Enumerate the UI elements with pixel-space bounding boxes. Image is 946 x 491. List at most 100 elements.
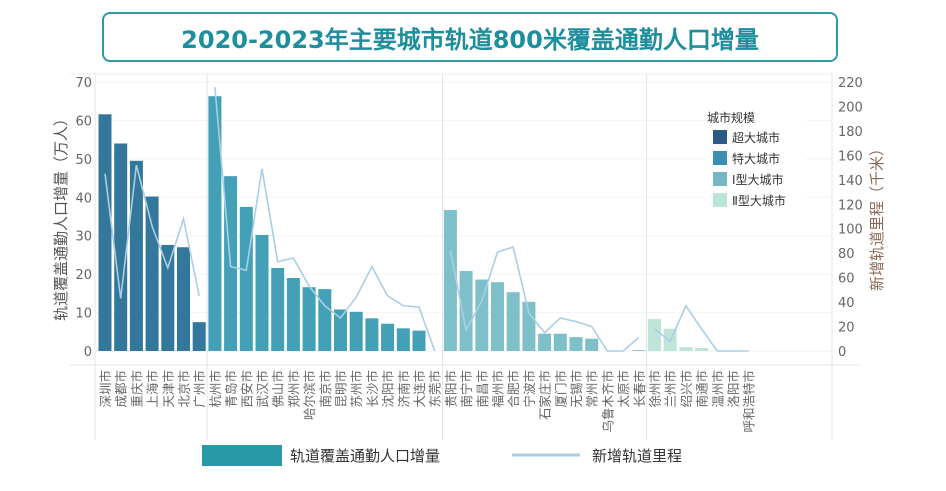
y2-tick-label: 20 <box>838 321 855 336</box>
x-tick-label: 呼和浩特市 <box>742 370 757 433</box>
y2-tick-label: 220 <box>838 76 863 91</box>
y-tick-label: 70 <box>75 76 92 91</box>
y2-tick-label: 0 <box>838 345 846 360</box>
y2-tick-label: 100 <box>838 223 863 238</box>
y2-axis-title: 新增轨道里程（千米） <box>868 141 886 291</box>
y2-tick-label: 40 <box>838 296 855 311</box>
x-tick-label: 上海市 <box>145 370 160 408</box>
chart-title: 2020-2023年主要城市轨道800米覆盖通勤人口增量 <box>102 12 838 62</box>
x-tick-label: 温州市 <box>710 370 725 408</box>
bar <box>491 282 504 351</box>
legend-bar-swatch <box>202 445 282 466</box>
legend-bar-label: 轨道覆盖通勤人口增量 <box>290 447 440 465</box>
bar <box>349 311 363 351</box>
x-tick-label: 长春市 <box>632 370 647 408</box>
bar <box>255 234 269 351</box>
x-tick-label: 长沙市 <box>365 370 380 408</box>
bar <box>114 143 128 351</box>
x-tick-label: 杭州市 <box>208 370 223 408</box>
y-tick-label: 0 <box>84 345 92 360</box>
x-tick-label: 东莞市 <box>428 370 443 408</box>
x-tick-label: 哈尔滨市 <box>302 370 317 420</box>
bar <box>381 323 395 351</box>
x-tick-label: 南通市 <box>695 370 710 408</box>
x-tick-label: 青岛市 <box>224 370 239 408</box>
y-tick-label: 50 <box>75 153 92 168</box>
y2-tick-label: 120 <box>838 198 863 213</box>
x-tick-label: 北京市 <box>177 370 192 408</box>
bar <box>475 279 489 351</box>
x-tick-label: 佛山市 <box>271 370 286 408</box>
bar <box>396 328 410 351</box>
legend-line-label: 新增轨道里程 <box>592 447 682 465</box>
y2-tick-label: 140 <box>838 174 863 189</box>
bar <box>648 319 661 351</box>
y2-tick-label: 180 <box>838 125 863 140</box>
x-tick-label: 深圳市 <box>98 370 113 408</box>
x-tick-label: 宁波市 <box>522 370 537 408</box>
legend-label: 特大城市 <box>732 151 780 166</box>
y-tick-label: 20 <box>75 268 92 283</box>
bar <box>177 247 190 351</box>
bar <box>334 309 347 351</box>
y-tick-label: 60 <box>75 114 92 129</box>
bar <box>695 347 709 351</box>
bar <box>208 96 222 352</box>
legend-swatch <box>713 172 727 186</box>
x-tick-label: 广州市 <box>192 370 207 408</box>
bar <box>145 196 159 351</box>
bar <box>302 287 316 351</box>
legend-label: 超大城市 <box>732 130 780 145</box>
bar <box>271 267 285 351</box>
bar <box>553 333 567 351</box>
bar <box>98 114 112 351</box>
x-tick-label: 昆明市 <box>334 370 349 408</box>
x-tick-label: 武汉市 <box>255 370 270 408</box>
y2-tick-label: 80 <box>838 247 855 262</box>
x-tick-label: 徐州市 <box>648 370 663 408</box>
x-tick-label: 济南市 <box>396 370 411 408</box>
y2-tick-label: 160 <box>838 149 863 164</box>
y-tick-label: 40 <box>75 191 92 206</box>
x-tick-label: 南昌市 <box>475 370 490 408</box>
x-tick-label: 太原市 <box>616 370 631 408</box>
x-tick-label: 无锡市 <box>569 370 584 408</box>
x-tick-label: 重庆市 <box>129 370 144 408</box>
bar <box>239 206 253 351</box>
line-series <box>449 246 640 352</box>
legend-swatch <box>713 130 727 144</box>
bar <box>569 337 583 351</box>
bar <box>365 318 379 351</box>
y-axis-title: 轨道覆盖通勤人口增量（万人） <box>52 111 70 321</box>
bar <box>161 244 175 351</box>
bar <box>522 301 536 351</box>
x-tick-label: 乌鲁木齐市 <box>600 370 615 433</box>
x-tick-label: 福州市 <box>491 370 506 408</box>
bar <box>443 209 457 351</box>
x-tick-label: 西安市 <box>239 370 254 408</box>
bar <box>679 347 693 351</box>
x-tick-label: 成都市 <box>114 370 129 408</box>
x-tick-label: 南京市 <box>318 370 333 408</box>
x-tick-label: 南宁市 <box>459 370 474 408</box>
legend-title: 城市规模 <box>707 110 755 125</box>
bar <box>459 271 473 351</box>
x-tick-label: 厦门市 <box>553 370 568 408</box>
legend-swatch <box>713 151 727 165</box>
bar <box>585 338 599 351</box>
x-tick-label: 石家庄市 <box>538 370 553 420</box>
bar <box>506 292 520 351</box>
x-tick-label: 绍兴市 <box>679 370 694 408</box>
bar <box>192 322 206 351</box>
y-tick-label: 30 <box>75 230 92 245</box>
y2-tick-label: 60 <box>838 272 855 287</box>
bar <box>318 289 332 351</box>
legend-label: Ⅱ型大城市 <box>732 193 786 208</box>
x-tick-label: 大连市 <box>412 370 427 408</box>
legend-label: Ⅰ型大城市 <box>732 172 784 187</box>
x-tick-label: 郑州市 <box>286 370 301 408</box>
x-tick-label: 天津市 <box>161 370 176 408</box>
bar <box>286 277 300 351</box>
y-tick-label: 10 <box>75 307 92 322</box>
